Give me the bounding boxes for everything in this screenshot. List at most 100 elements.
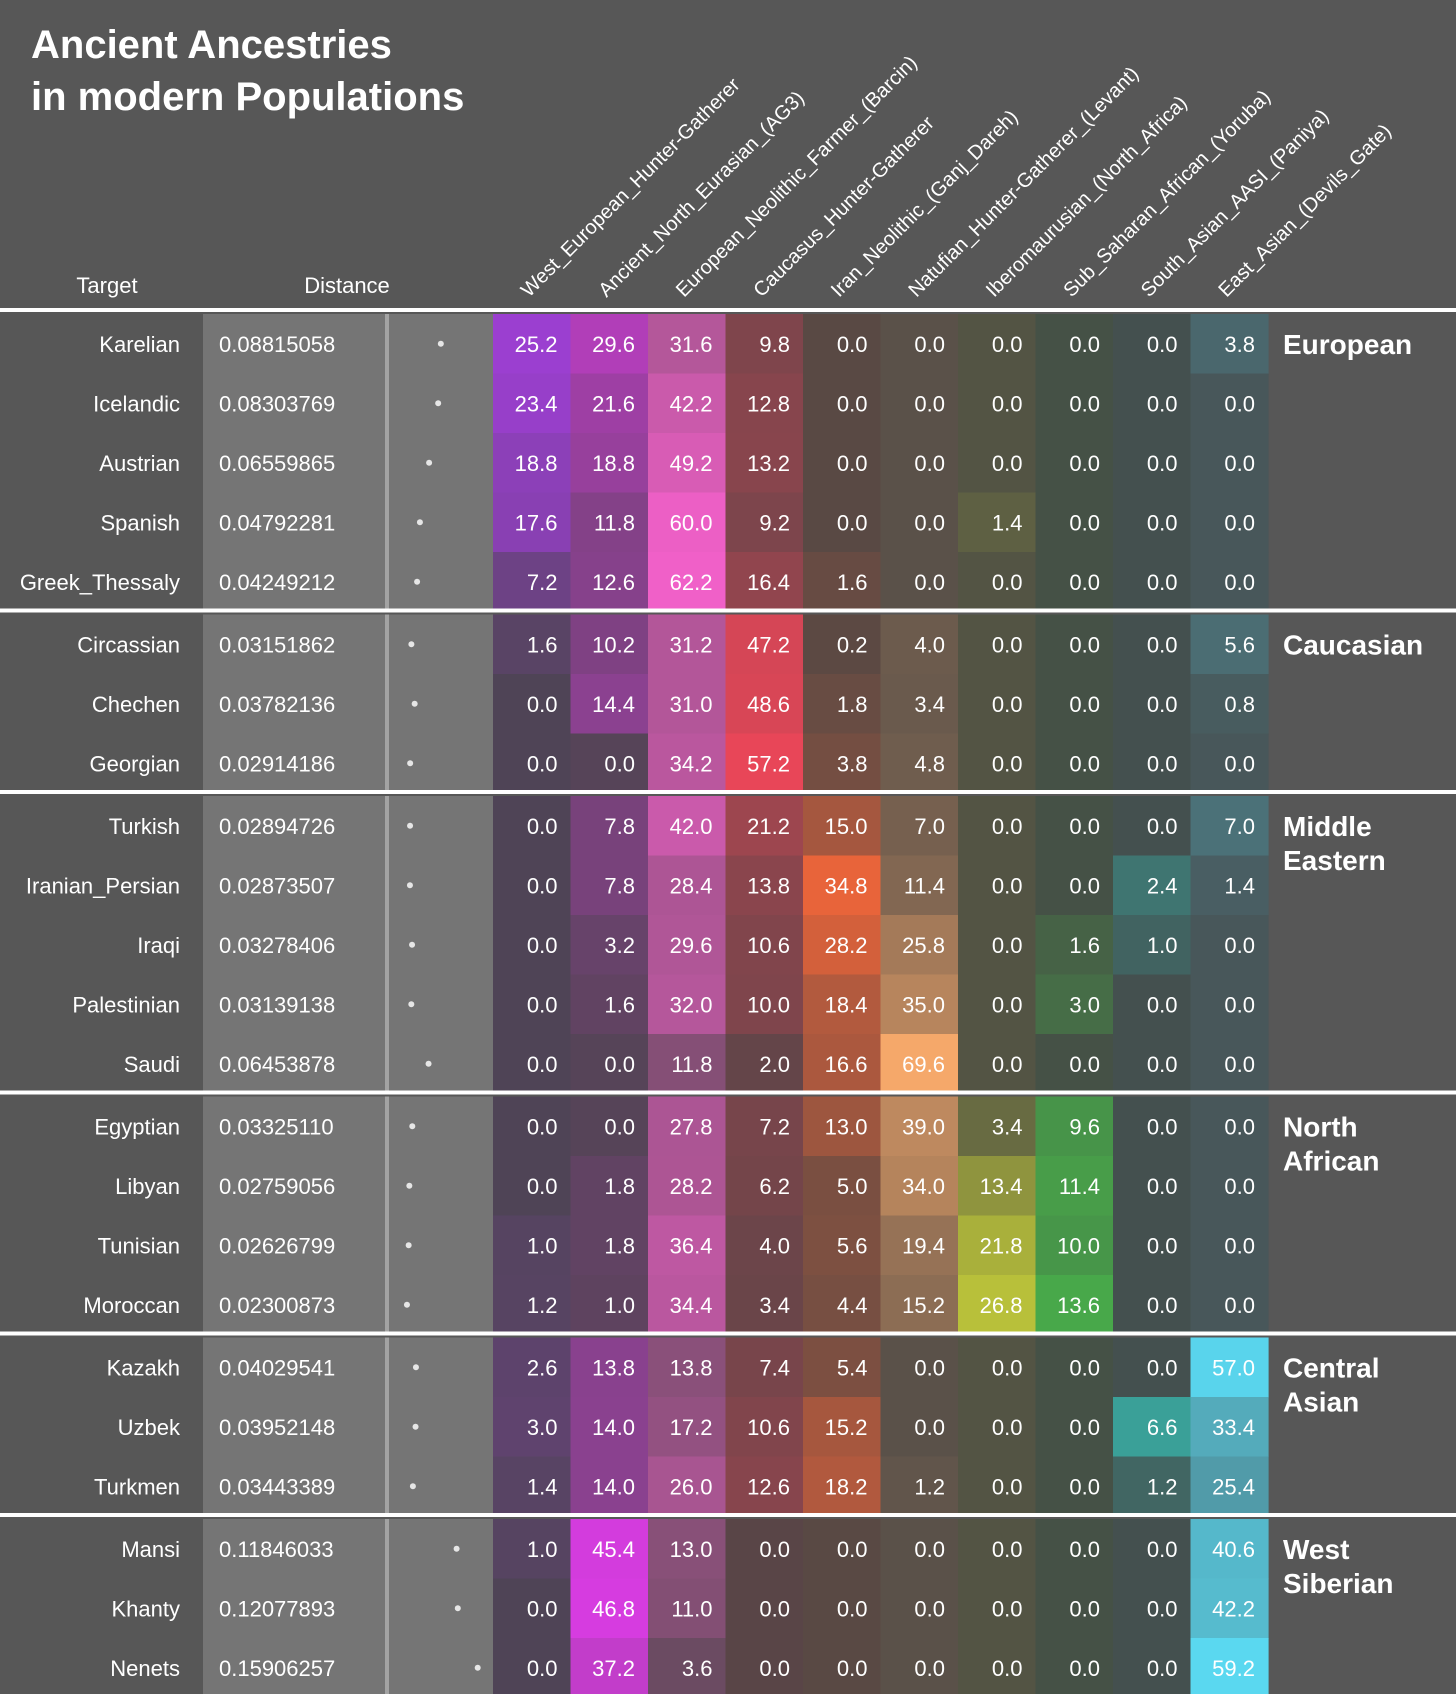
cell-value-label: 0.0 <box>992 1415 1023 1440</box>
cell-value-label: 0.0 <box>1224 451 1255 476</box>
heatmap-cell <box>1190 1397 1269 1458</box>
distance-value: 0.03278406 <box>219 933 335 958</box>
group-separator <box>0 790 1456 794</box>
heatmap-cell <box>648 492 727 553</box>
distance-axis-line <box>385 1215 389 1275</box>
distance-value: 0.02626799 <box>219 1233 335 1258</box>
cell-value-label: 0.0 <box>1147 1293 1178 1318</box>
heatmap-cell <box>1035 796 1114 857</box>
cell-value-label: 0.0 <box>837 1537 868 1562</box>
cell-value-label: 31.2 <box>670 632 713 657</box>
heatmap-cell <box>803 433 882 494</box>
cell-value-label: 2.4 <box>1147 873 1178 898</box>
cell-value-label: 13.2 <box>747 451 790 476</box>
cell-value-label: 4.0 <box>914 632 945 657</box>
cell-value-label: 3.8 <box>837 751 868 776</box>
distance-axis-line <box>385 974 389 1034</box>
heatmap-cell <box>493 373 572 434</box>
cell-value-label: 18.8 <box>515 451 558 476</box>
distance-axis-line <box>385 855 389 915</box>
distance-axis-line <box>385 1337 389 1397</box>
heatmap-cell <box>803 314 882 375</box>
cell-value-label: 19.4 <box>902 1233 945 1258</box>
heatmap-cell <box>1035 1519 1114 1580</box>
column-headers: West_European_Hunter-GathererAncient_Nor… <box>517 52 1396 302</box>
cell-value-label: 0.0 <box>914 391 945 416</box>
cell-value-label: 13.4 <box>980 1174 1023 1199</box>
cell-value-label: 0.0 <box>1069 692 1100 717</box>
heatmap-cell <box>1113 552 1192 613</box>
cell-value-label: 0.0 <box>1069 391 1100 416</box>
heatmap-cell <box>880 314 959 375</box>
heatmap-cell <box>648 1215 727 1276</box>
cell-value-label: 28.2 <box>825 933 868 958</box>
cell-value-label: 1.8 <box>604 1174 635 1199</box>
cell-value-label: 6.6 <box>1147 1415 1178 1440</box>
heatmap-cell <box>1035 733 1114 794</box>
distance-cell <box>203 674 493 734</box>
distance-cell <box>203 1519 493 1579</box>
distance-dot <box>426 459 433 466</box>
heatmap-cell <box>1190 373 1269 434</box>
cell-value-label: 0.0 <box>1147 1355 1178 1380</box>
cell-value-label: 31.6 <box>670 332 713 357</box>
cell-value-label: 3.4 <box>759 1293 790 1318</box>
heatmap-cell <box>725 1156 804 1217</box>
cell-value-label: 0.0 <box>527 1114 558 1139</box>
heatmap-cell <box>1113 1034 1192 1095</box>
distance-cell <box>203 974 493 1034</box>
distance-axis-line <box>385 915 389 975</box>
heatmap-cell <box>725 796 804 857</box>
heatmap-cell <box>725 974 804 1035</box>
heatmap-cell <box>880 1156 959 1217</box>
heatmap-cell <box>570 373 649 434</box>
heatmap-cell <box>958 1034 1037 1095</box>
heatmap-cell <box>648 1519 727 1580</box>
heatmap-cell <box>648 1397 727 1458</box>
heatmap-cell <box>958 1275 1037 1336</box>
heatmap-cell <box>880 1397 959 1458</box>
heatmap-cell <box>570 552 649 613</box>
group-separator <box>0 1090 1456 1095</box>
cell-value-label: 42.0 <box>670 814 713 839</box>
distance-dot <box>409 1483 416 1490</box>
cell-value-label: 0.0 <box>914 332 945 357</box>
distance-dot <box>414 578 421 585</box>
cell-value-label: 1.6 <box>1069 933 1100 958</box>
cell-value-label: 26.8 <box>980 1293 1023 1318</box>
cell-value-label: 1.2 <box>914 1474 945 1499</box>
cell-value-label: 18.8 <box>592 451 635 476</box>
cell-value-label: 0.0 <box>1224 1233 1255 1258</box>
cell-value-label: 0.8 <box>1224 692 1255 717</box>
cell-value-label: 0.0 <box>992 1355 1023 1380</box>
cell-value-label: 0.0 <box>1069 751 1100 776</box>
cell-value-label: 0.0 <box>527 1052 558 1077</box>
distance-value: 0.11846033 <box>219 1537 334 1562</box>
cell-value-label: 4.8 <box>914 751 945 776</box>
heatmap-cell <box>493 796 572 857</box>
cell-value-label: 11.8 <box>594 510 635 535</box>
cell-value-label: 1.6 <box>527 632 558 657</box>
distance-value: 0.03952148 <box>219 1415 335 1440</box>
heatmap-cell <box>880 433 959 494</box>
cell-value-label: 26.0 <box>670 1474 713 1499</box>
cell-value-label: 0.0 <box>1069 1355 1100 1380</box>
cell-value-label: 0.0 <box>604 751 635 776</box>
target-label: Circassian <box>77 632 180 657</box>
heatmap-cell <box>803 1638 882 1694</box>
cell-value-label: 0.0 <box>1147 632 1178 657</box>
cell-value-label: 0.0 <box>1147 1233 1178 1258</box>
cell-value-label: 0.0 <box>992 1596 1023 1621</box>
heatmap-cell <box>880 1215 959 1276</box>
cell-value-label: 34.4 <box>670 1293 713 1318</box>
distance-cell <box>203 1638 493 1694</box>
heatmap-cell <box>648 855 727 916</box>
target-label: Austrian <box>99 451 180 476</box>
distance-dot <box>409 1123 416 1130</box>
heatmap-cell <box>1190 1337 1269 1398</box>
cell-value-label: 6.2 <box>759 1174 790 1199</box>
cell-value-label: 0.0 <box>992 1537 1023 1562</box>
distance-cell <box>203 1215 493 1275</box>
cell-value-label: 1.0 <box>527 1537 558 1562</box>
target-label: Tunisian <box>98 1233 180 1258</box>
